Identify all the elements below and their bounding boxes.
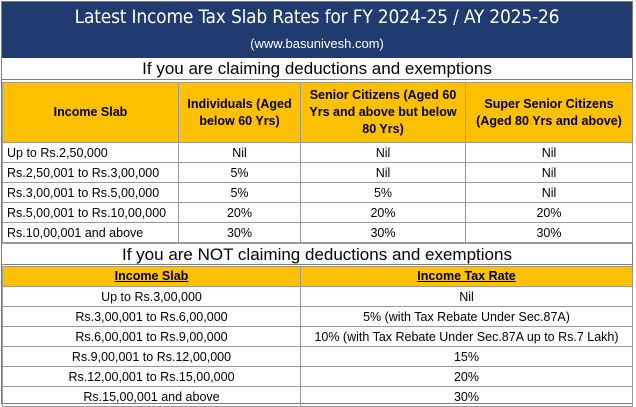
table-cell: Rs.12,00,001 to Rs.15,00,000: [2, 366, 301, 387]
table-cell: Rs.10,00,001 and above: [2, 222, 179, 243]
table-row: Rs.15,00,001 and above 30%: [2, 386, 633, 407]
column-header: Individuals (Aged below 60 Yrs): [178, 82, 301, 143]
column-header: Income Slab: [2, 82, 179, 143]
table-cell: Nil: [300, 142, 466, 163]
table-cell: 30%: [465, 222, 633, 243]
table-cell: Nil: [465, 142, 633, 163]
table-cell: Nil: [300, 162, 466, 183]
table-cell: 20%: [300, 366, 633, 387]
table-row: Up to Rs.2,50,000 Nil Nil Nil: [2, 142, 633, 163]
table-row: Up to Rs.3,00,000 Nil: [2, 286, 633, 307]
table-cell: 30%: [300, 222, 466, 243]
table-cell: Nil: [178, 142, 301, 163]
table-cell: Rs.3,00,001 to Rs.5,00,000: [2, 182, 179, 203]
table-row: Rs.9,00,001 to Rs.12,00,000 15%: [2, 346, 633, 367]
table-cell: 20%: [178, 202, 301, 223]
section2-heading: If you are NOT claiming deductions and e…: [2, 243, 632, 265]
table-cell: 5%: [300, 182, 466, 203]
table-cell: Up to Rs.2,50,000: [2, 142, 179, 163]
table-row: Rs.3,00,001 to Rs.6,00,000 5% (with Tax …: [2, 306, 633, 327]
table-cell: 10% (with Tax Rebate Under Sec.87A up to…: [300, 326, 633, 347]
table-header-row: Income Slab Individuals (Aged below 60 Y…: [2, 82, 633, 143]
table-row: Rs.6,00,001 to Rs.9,00,000 10% (with Tax…: [2, 326, 633, 347]
table-cell: Nil: [300, 286, 633, 307]
table-row: Rs.12,00,001 to Rs.15,00,000 20%: [2, 366, 633, 387]
table-cell: 5%: [178, 182, 301, 203]
column-header: Senior Citizens (Aged 60 Yrs and above b…: [300, 82, 466, 143]
table-header-row: Income Slab Income Tax Rate: [2, 266, 633, 287]
table-row: Rs.2,50,001 to Rs.3,00,000 5% Nil Nil: [2, 162, 633, 183]
section1-heading: If you are claiming deductions and exemp…: [2, 58, 632, 80]
table-row: Rs.5,00,001 to Rs.10,00,000 20% 20% 20%: [2, 202, 633, 223]
table-cell: 30%: [178, 222, 301, 243]
column-header: Super Senior Citizens (Aged 80 Yrs and a…: [465, 82, 633, 143]
table-without-deductions: Income Slab Income Tax Rate Up to Rs.3,0…: [2, 266, 633, 407]
table-row: Rs.3,00,001 to Rs.5,00,000 5% 5% Nil: [2, 182, 633, 203]
table-cell: Nil: [465, 162, 633, 183]
table-cell: Rs.3,00,001 to Rs.6,00,000: [2, 306, 301, 327]
table-cell: Nil: [465, 182, 633, 203]
table-cell: Up to Rs.3,00,000: [2, 286, 301, 307]
table-with-deductions: Income Slab Individuals (Aged below 60 Y…: [2, 82, 633, 243]
column-header: Income Tax Rate: [300, 266, 633, 287]
table-cell: 20%: [465, 202, 633, 223]
table-cell: Rs.5,00,001 to Rs.10,00,000: [2, 202, 179, 223]
table-cell: 30%: [300, 386, 633, 407]
table-cell: 20%: [300, 202, 466, 223]
site-url: (www.basunivesh.com): [250, 36, 384, 51]
table-cell: 5%: [178, 162, 301, 183]
table-row: Rs.10,00,001 and above 30% 30% 30%: [2, 222, 633, 243]
table-cell: Rs.6,00,001 to Rs.9,00,000: [2, 326, 301, 347]
table-cell: 5% (with Tax Rebate Under Sec.87A): [300, 306, 633, 327]
title-banner: Latest Income Tax Slab Rates for FY 2024…: [2, 2, 632, 58]
table-cell: Rs.2,50,001 to Rs.3,00,000: [2, 162, 179, 183]
page-title: Latest Income Tax Slab Rates for FY 2024…: [74, 6, 560, 28]
table-cell: Rs.9,00,001 to Rs.12,00,000: [2, 346, 301, 367]
column-header: Income Slab: [2, 266, 301, 287]
table-cell: Rs.15,00,001 and above: [2, 386, 301, 407]
table-cell: 15%: [300, 346, 633, 367]
